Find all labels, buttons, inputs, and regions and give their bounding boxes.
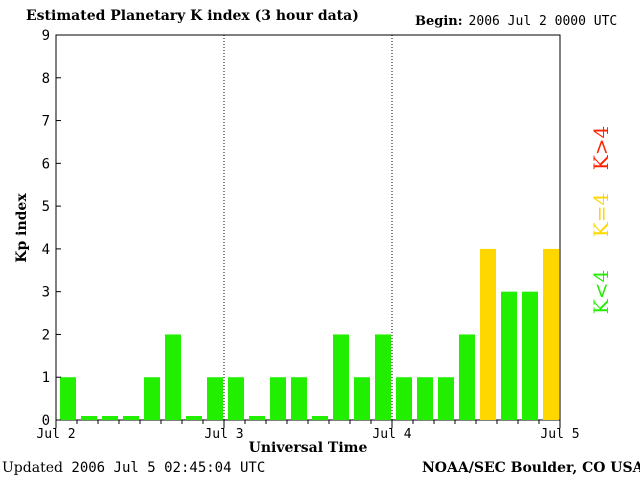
begin-value: 2006 Jul 2 0000 UTC	[468, 14, 618, 29]
legend-label: K=4	[589, 193, 613, 237]
kp-bar	[417, 377, 433, 420]
begin-label: Begin:	[415, 14, 463, 29]
kp-bar	[186, 416, 202, 420]
kp-bar	[165, 334, 181, 420]
kp-bar	[480, 248, 496, 420]
kp-bar	[543, 248, 559, 420]
updated-label: Updated	[2, 460, 63, 476]
legend-label: K<4	[589, 270, 613, 314]
x-tick-label: Jul 4	[372, 427, 411, 442]
y-tick-label: 5	[42, 199, 50, 215]
credit-line: NOAA/SEC Boulder, CO USA	[422, 460, 640, 476]
chart-title: Estimated Planetary K index (3 hour data…	[26, 8, 359, 24]
y-tick-label: 2	[42, 327, 50, 343]
y-tick-label: 0	[42, 413, 50, 429]
y-tick-label: 6	[42, 156, 50, 172]
updated-timestamp: Updated 2006 Jul 5 02:45:04 UTC	[2, 460, 265, 476]
kp-bar	[375, 334, 391, 420]
kp-bar	[501, 291, 517, 420]
kp-bar	[396, 377, 412, 420]
kp-bar	[144, 377, 160, 420]
kp-bar	[438, 377, 454, 420]
kp-bar	[459, 334, 475, 420]
y-tick-label: 7	[42, 114, 50, 130]
kp-bar	[123, 416, 139, 420]
kp-bar	[270, 377, 286, 420]
kp-bar	[81, 416, 97, 420]
x-tick-label: Jul 3	[204, 427, 243, 442]
updated-value: 2006 Jul 5 02:45:04 UTC	[71, 460, 266, 476]
y-tick-label: 1	[42, 370, 50, 386]
kp-bar	[207, 377, 223, 420]
y-tick-label: 9	[42, 28, 50, 44]
kp-bar	[354, 377, 370, 420]
x-tick-label: Jul 5	[540, 427, 579, 442]
begin-time: Begin: 2006 Jul 2 0000 UTC	[415, 14, 617, 29]
y-tick-label: 8	[42, 71, 50, 87]
kp-bar	[228, 377, 244, 420]
y-tick-label: 4	[42, 242, 50, 258]
x-tick-label: Jul 2	[36, 427, 75, 442]
legend-label: K>4	[589, 126, 613, 170]
kp-bar	[60, 377, 76, 420]
kp-bar	[333, 334, 349, 420]
kp-bar	[522, 291, 538, 420]
y-axis-label: Kp index	[14, 193, 30, 263]
kp-bar	[102, 416, 118, 420]
kp-bar	[312, 416, 328, 420]
kp-bar	[249, 416, 265, 420]
kp-bar	[291, 377, 307, 420]
x-axis-label: Universal Time	[248, 440, 368, 456]
y-tick-label: 3	[42, 285, 50, 301]
